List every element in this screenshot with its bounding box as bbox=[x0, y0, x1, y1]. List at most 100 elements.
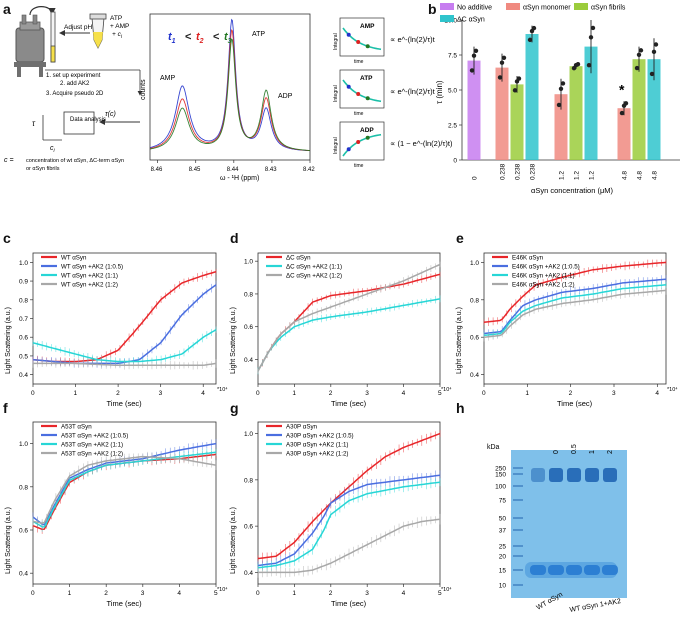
d-plot-frame bbox=[257, 252, 441, 385]
g-legend-entry: A30P αSyn bbox=[286, 424, 318, 431]
adjust-ph-label: Adjust pH bbox=[64, 24, 92, 31]
gel-lane-label: 1 bbox=[589, 450, 596, 454]
b-bar bbox=[647, 59, 661, 161]
g-legend-entry: A30P αSyn +AK2 (1:0.5) bbox=[286, 433, 354, 440]
c-ytick-label: 1.0 bbox=[19, 260, 28, 267]
c-legend-entry: WT αSyn bbox=[61, 255, 87, 262]
d-legend-entry: ΔC αSyn +AK2 (1:2) bbox=[286, 273, 342, 280]
step-1: 1. set up experiment bbox=[46, 73, 101, 79]
panel-letter-h: h bbox=[456, 400, 465, 416]
c-series-line bbox=[32, 270, 217, 363]
c-legend-entry: WT αSyn +AK2 (1:2) bbox=[61, 282, 118, 289]
panel-b-bar-chart: 02.55.07.510.0τ (min)αSyn concentration … bbox=[435, 3, 680, 195]
b-legend-swatch bbox=[506, 3, 520, 10]
panel-letter-c: c bbox=[3, 230, 11, 246]
inset-plot-amp bbox=[339, 17, 385, 57]
panel-e-line-chart: 0 1 2 3 4 *10⁴ 0.4 0.6 0.8 1.0 Time (sec) Light Sca… bbox=[456, 252, 678, 408]
data-analysis-label: Data analysis bbox=[70, 117, 106, 123]
tau-ci-label: τ(c) bbox=[105, 111, 116, 118]
b-datapoint bbox=[473, 48, 479, 53]
b-xtick-label: 4.8 bbox=[652, 171, 659, 180]
d-series-0-errorbars bbox=[257, 271, 441, 374]
panel-f-line-chart: 0 1 2 3 4 5 *10⁴ 0.4 0.6 0.8 1.0 Time (sec) Light Sc… bbox=[5, 421, 228, 608]
inset-point bbox=[356, 40, 361, 45]
b-legend-entry: ΔC αSyn bbox=[457, 17, 485, 24]
f-xtick-label: 4 bbox=[177, 590, 181, 597]
gel-band-asyn bbox=[548, 565, 564, 575]
c-xlabel: Time (sec) bbox=[107, 399, 143, 408]
b-datapoint bbox=[575, 62, 581, 67]
panel-letter-f: f bbox=[3, 400, 8, 416]
d-xtick-label: 3 bbox=[365, 390, 369, 397]
spectrum-t2-curve bbox=[149, 29, 311, 152]
b-legend-entry: No additive bbox=[457, 5, 492, 12]
g-xlabel: Time (sec) bbox=[331, 599, 367, 608]
e-legend-entry: E46K αSyn +AK2 (1:1) bbox=[512, 273, 575, 280]
g-series-line bbox=[257, 481, 441, 569]
b-xtick-label: 1.2 bbox=[589, 171, 596, 180]
e-plot-frame bbox=[483, 252, 667, 385]
b-datapoint bbox=[590, 25, 596, 31]
spectrum-t3-curve bbox=[149, 38, 310, 151]
spectrum-xlabel: ω - ¹H (ppm) bbox=[220, 175, 259, 182]
f-plot-frame bbox=[32, 421, 217, 585]
gel-kda-label: kDa bbox=[487, 444, 500, 451]
gel-marker-band bbox=[513, 584, 523, 586]
inset-point bbox=[365, 96, 370, 101]
gel-band-high bbox=[603, 468, 617, 482]
f-legend-entry: A53T αSyn +AK2 (1:0.5) bbox=[61, 433, 128, 440]
b-datapoint bbox=[588, 35, 594, 40]
f-xlabel: Time (sec) bbox=[107, 599, 143, 608]
b-ytick-label: 2.5 bbox=[448, 123, 457, 130]
d-xtick-label: 0 bbox=[256, 390, 260, 397]
g-xtick-label: 0 bbox=[256, 590, 260, 597]
inset-label: ATP bbox=[360, 75, 373, 82]
inset-xlabel: time bbox=[354, 59, 364, 65]
e-legend-entry: E46K αSyn +AK2 (1:2) bbox=[512, 282, 575, 289]
d-ytick-label: 1.0 bbox=[244, 259, 253, 266]
b-bar bbox=[510, 84, 524, 160]
reagent-ci: + ci bbox=[112, 31, 123, 40]
inset-point bbox=[346, 32, 351, 37]
reagent-atp: ATP bbox=[110, 15, 122, 22]
b-ytick-label: 7.5 bbox=[448, 53, 457, 60]
e-series-line bbox=[483, 261, 667, 323]
b-datapoint bbox=[636, 52, 642, 57]
gel-band-asyn bbox=[566, 565, 582, 575]
e-legend-entry: E46K αSyn bbox=[512, 255, 544, 262]
g-plot-frame bbox=[257, 421, 441, 585]
g-legend-entry: A30P αSyn +AK2 (1:1) bbox=[286, 442, 348, 449]
gel-band-high bbox=[531, 468, 545, 482]
gel-band-asyn bbox=[584, 565, 600, 575]
t3-label: t3 bbox=[224, 31, 232, 45]
spectrum-xtick-label: 8.43 bbox=[265, 167, 277, 173]
d-xtick-label: 2 bbox=[329, 390, 333, 397]
b-legend-entry: αSyn fibrils bbox=[591, 5, 626, 12]
inset-formula: ∝ e^-(ln(2)/τ)t bbox=[390, 87, 436, 96]
spectrum-xtick-label: 8.42 bbox=[303, 167, 315, 173]
f-xtick-label: 0 bbox=[31, 590, 35, 597]
inset-point bbox=[365, 44, 370, 49]
d-ytick-label: 0.8 bbox=[244, 291, 253, 298]
d-series-line bbox=[257, 273, 441, 372]
g-ytick-label: 0.6 bbox=[244, 524, 253, 531]
c-ytick-label: 0.9 bbox=[19, 279, 28, 286]
b-datapoint bbox=[556, 102, 562, 108]
inset-point bbox=[356, 92, 361, 97]
spectrum-t1-curve bbox=[149, 18, 311, 152]
e-xtick-label: 0 bbox=[482, 390, 486, 397]
e-series-line bbox=[483, 284, 667, 337]
spectrum-xtick-label: 8.45 bbox=[189, 167, 201, 173]
c-xaxis-exponent: *10⁴ bbox=[217, 386, 228, 393]
b-bar bbox=[495, 67, 509, 160]
gel-marker-label: 20 bbox=[499, 554, 507, 561]
d-ytick-label: 0.4 bbox=[244, 357, 253, 364]
f-ytick-label: 0.6 bbox=[19, 528, 28, 535]
e-xtick-label: 1 bbox=[525, 390, 529, 397]
step-3: 3. Acquire pseudo 2D bbox=[46, 91, 104, 97]
inset-ylabel: Integral bbox=[333, 85, 339, 102]
nmr-spectrum-plot: counts AMP ATP ADP t1 < t2 < t3 8.46 8.45… bbox=[140, 13, 315, 182]
b-datapoint bbox=[634, 65, 640, 71]
